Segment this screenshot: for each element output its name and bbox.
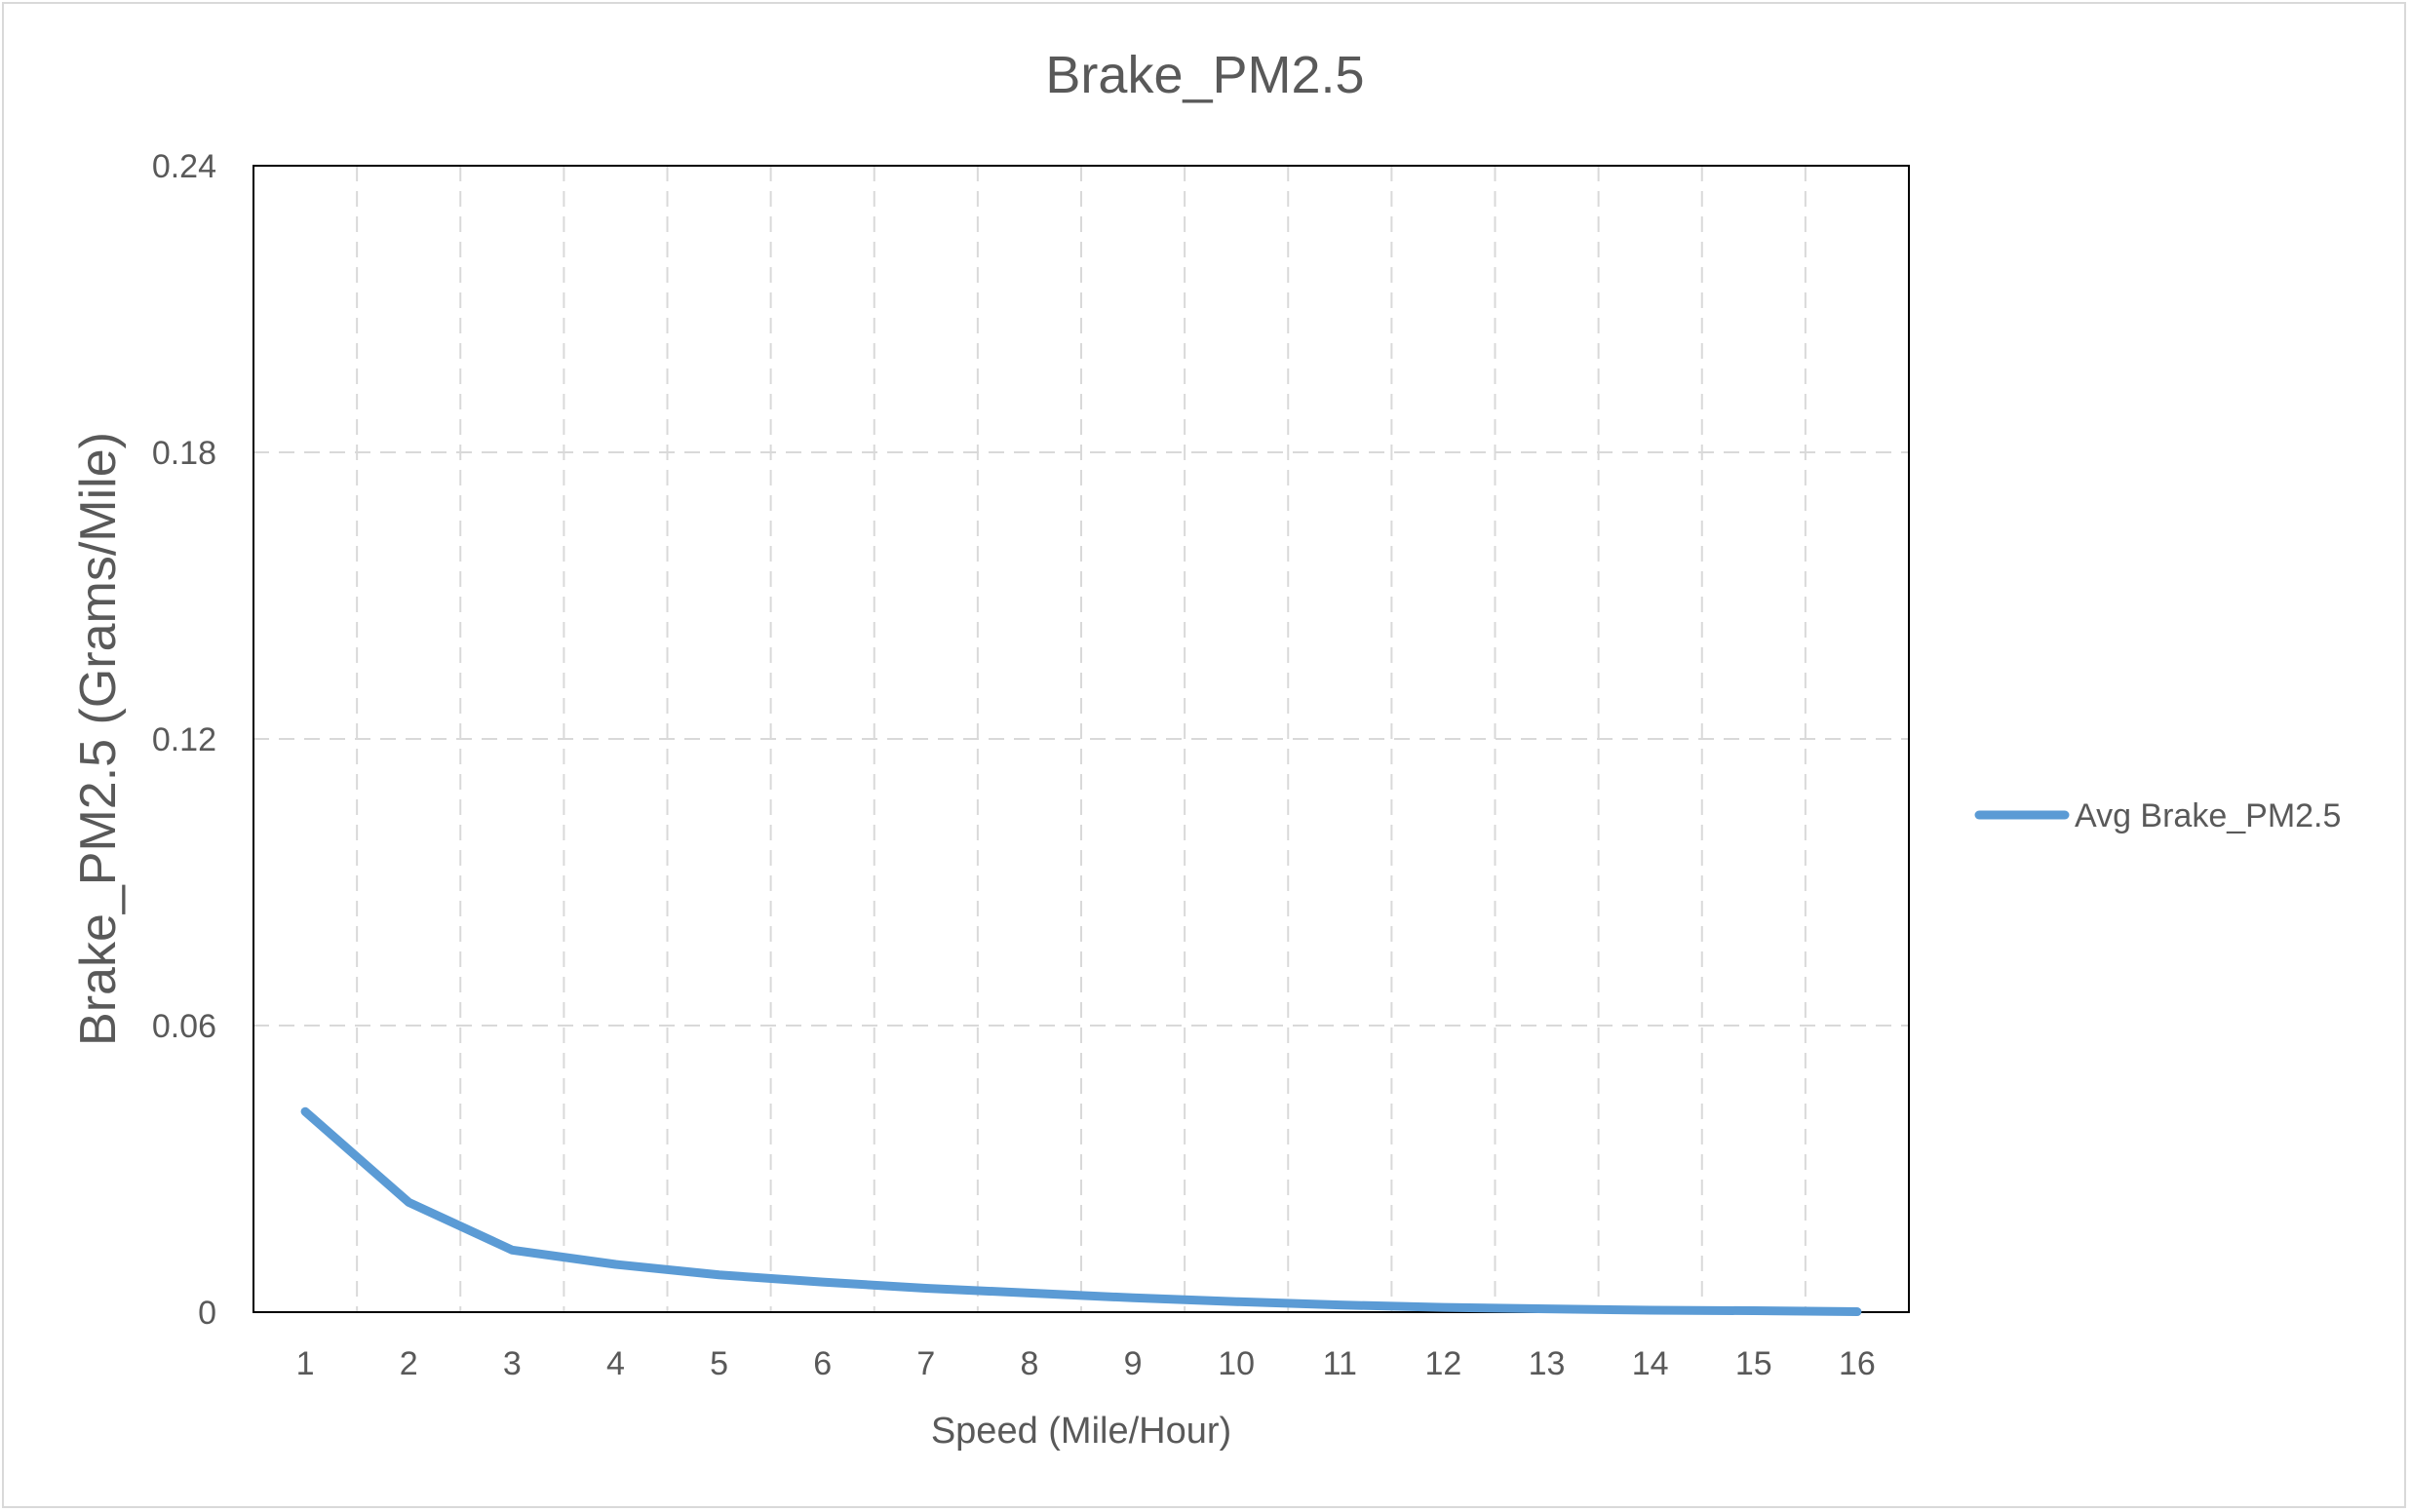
y-tick-label: 0.18 bbox=[152, 435, 216, 472]
x-tick-label: 15 bbox=[1735, 1345, 1772, 1382]
x-tick-label: 13 bbox=[1529, 1345, 1566, 1382]
x-tick-label: 10 bbox=[1218, 1345, 1255, 1382]
legend: Avg Brake_PM2.5 bbox=[1974, 797, 2341, 834]
plot-area-border bbox=[253, 165, 1910, 1313]
x-tick-label: 7 bbox=[916, 1345, 935, 1382]
x-tick-label: 3 bbox=[503, 1345, 522, 1382]
x-tick-label: 1 bbox=[296, 1345, 315, 1382]
x-tick-label: 8 bbox=[1020, 1345, 1038, 1382]
x-tick-label: 9 bbox=[1124, 1345, 1143, 1382]
x-tick-label: 5 bbox=[710, 1345, 728, 1382]
series-group bbox=[300, 1106, 1862, 1317]
y-axis-tick-labels: 0 0.06 0.12 0.18 0.24 bbox=[152, 148, 216, 1332]
x-tick-label: 6 bbox=[813, 1345, 832, 1382]
y-tick-label: 0.06 bbox=[152, 1008, 216, 1045]
series-line bbox=[300, 1106, 1862, 1317]
gridlines bbox=[253, 166, 1909, 1312]
x-axis-tick-labels: 1 2 3 4 5 6 7 8 9 10 11 12 13 14 15 16 bbox=[296, 1345, 1876, 1382]
y-tick-label: 0 bbox=[198, 1295, 216, 1332]
legend-entry: Avg Brake_PM2.5 bbox=[2075, 797, 2341, 834]
chart-title: Brake_PM2.5 bbox=[1045, 46, 1364, 104]
x-tick-label: 16 bbox=[1839, 1345, 1876, 1382]
x-tick-label: 2 bbox=[400, 1345, 418, 1382]
x-tick-label: 4 bbox=[606, 1345, 625, 1382]
x-axis-title: Speed (Mile/Hour) bbox=[931, 1411, 1231, 1452]
y-tick-label: 0.24 bbox=[152, 148, 216, 185]
y-tick-label: 0.12 bbox=[152, 721, 216, 758]
x-tick-label: 14 bbox=[1632, 1345, 1669, 1382]
y-axis-title: Brake_PM2.5 (Grams/Mile) bbox=[70, 432, 127, 1046]
x-tick-label: 12 bbox=[1425, 1345, 1462, 1382]
x-tick-label: 11 bbox=[1323, 1345, 1357, 1382]
